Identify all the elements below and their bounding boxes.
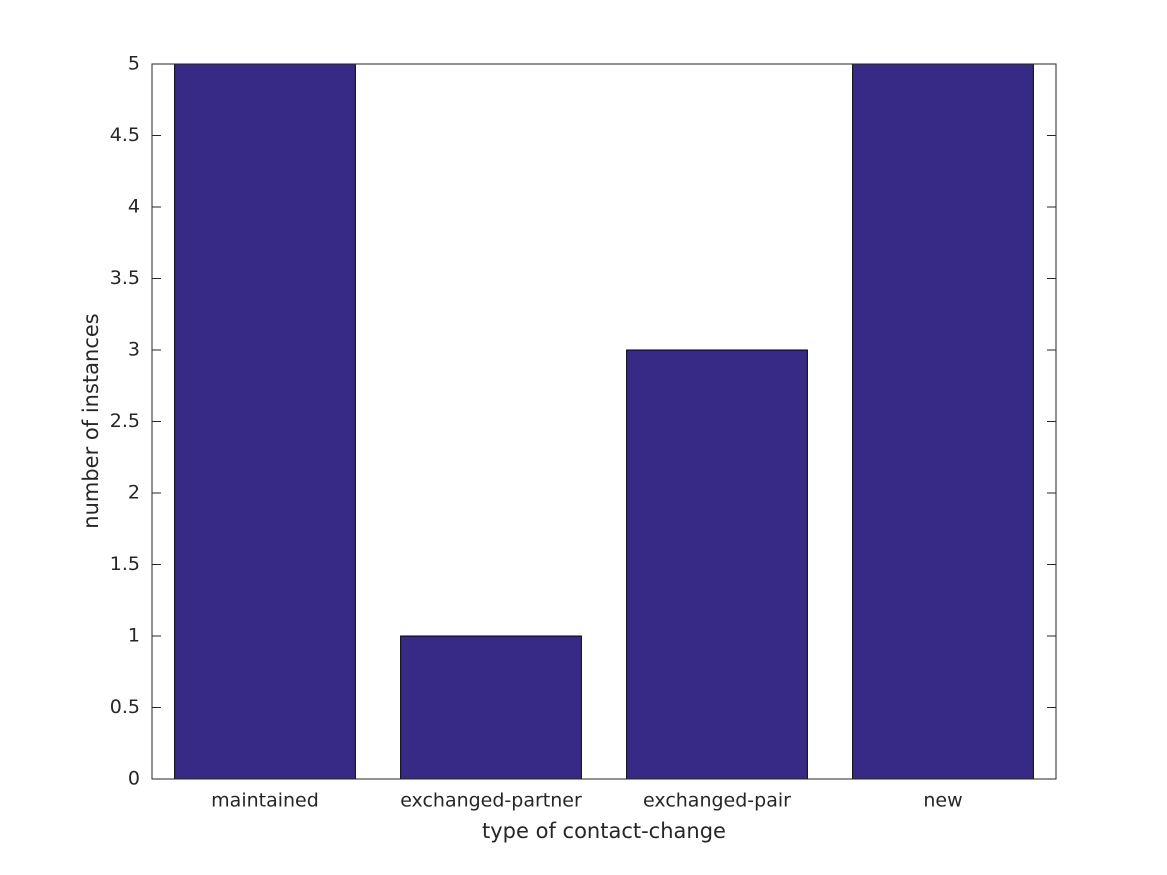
bar: [174, 63, 356, 780]
axes-box: [151, 63, 1057, 780]
bar: [626, 349, 808, 780]
x-tick-label: exchanged-pair: [643, 790, 791, 812]
y-tick-label: 0.5: [110, 696, 140, 718]
y-tick-label: 2.5: [110, 410, 140, 432]
y-tick-label: 2: [128, 482, 140, 504]
y-tick-label: 5: [128, 53, 140, 75]
x-tick-label: new: [923, 790, 962, 812]
y-tick-label: 3: [128, 339, 140, 361]
bar: [400, 635, 582, 780]
x-tick-label: maintained: [211, 790, 319, 812]
x-tick-label: exchanged-partner: [400, 790, 582, 812]
y-tick-label: 0: [128, 768, 140, 790]
y-tick-label: 4.5: [110, 124, 140, 146]
y-tick-label: 1: [128, 625, 140, 647]
x-axis-label: type of contact-change: [482, 819, 726, 843]
y-axis-label: number of instances: [79, 313, 103, 528]
y-tick-label: 1.5: [110, 553, 140, 575]
bar: [852, 63, 1034, 780]
y-tick-label: 4: [128, 196, 140, 218]
y-tick-label: 3.5: [110, 267, 140, 289]
